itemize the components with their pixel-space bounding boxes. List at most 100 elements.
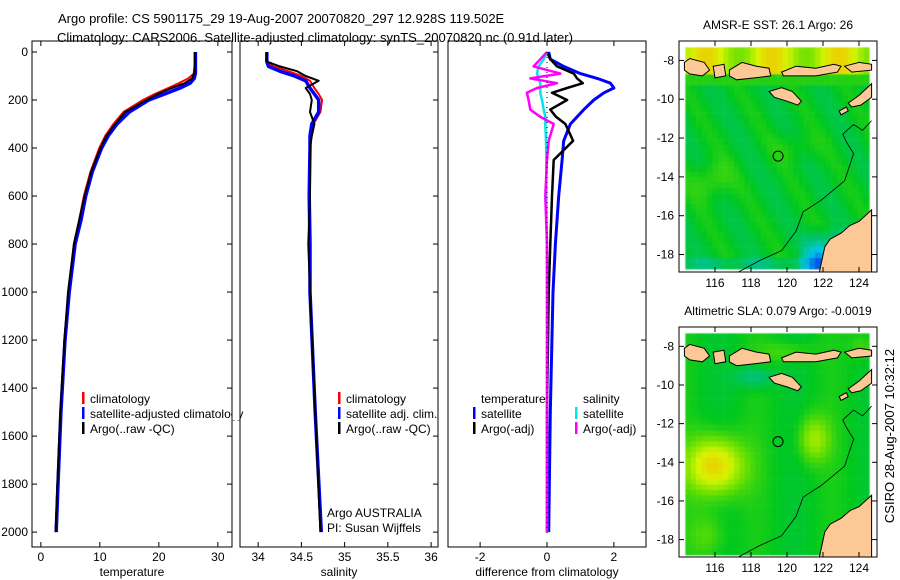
land-polygon (728, 61, 772, 81)
land-polygon (847, 368, 873, 394)
map-title: AMSR-E SST: 26.1 Argo: 26 (703, 18, 853, 32)
series-line-temperature-satellite (547, 51, 616, 533)
x-tick-label: 0 (38, 550, 45, 564)
land-polygon (838, 106, 849, 116)
x-tick-label: 30 (211, 550, 225, 564)
x-tick-label: 36 (424, 550, 438, 564)
legend-marker (82, 407, 85, 419)
y-tick-label: -12 (657, 131, 675, 145)
land-polygon (818, 494, 873, 558)
series-line-temperature-argo-adj- (545, 51, 585, 533)
y-tick-label: 1200 (1, 333, 28, 347)
land-polygon (847, 82, 873, 108)
x-tick-label: 118 (741, 561, 760, 575)
legend-label: Argo(-adj) (481, 422, 534, 436)
x-tick-label: 122 (813, 561, 833, 575)
x-tick-label: 35 (338, 550, 352, 564)
y-tick-label: 1800 (1, 477, 28, 491)
x-tick-label: 124 (849, 561, 869, 575)
temperature-profile: 0 10 20 30 temperature 0 200 400 600 800 1000 1200 1… (1, 40, 243, 579)
y-tick-label: -10 (657, 92, 675, 106)
figure-title-line1: Argo profile: CS 5901175_29 19-Aug-2007 … (58, 11, 505, 26)
x-tick-label: -2 (475, 550, 486, 564)
legend-label: satellite (583, 407, 624, 421)
legend-marker (338, 422, 341, 434)
series-line-salinity-satellite (535, 51, 549, 533)
legend-marker (82, 392, 85, 404)
y-tick-label: -16 (657, 494, 675, 508)
land-polygon (843, 61, 873, 73)
y-tick-label: -14 (657, 455, 675, 469)
y-tick-label: -8 (663, 339, 674, 353)
y-tick-label: 400 (8, 141, 28, 155)
legend-label: Argo(-adj) (583, 422, 636, 436)
y-tick-label: -16 (657, 209, 675, 223)
land-polygon (838, 392, 849, 402)
map-frame (678, 40, 878, 273)
legend-clip-mask (232, 400, 240, 420)
land-polygon (728, 347, 772, 367)
land-polygon (818, 208, 873, 273)
land-polygon (683, 57, 711, 77)
legend-marker (82, 422, 85, 434)
x-tick-label: 124 (849, 276, 869, 290)
legend-marker (473, 422, 476, 434)
bathymetry-contour (738, 120, 872, 273)
bathymetry-contour (738, 405, 872, 558)
legend-label: satellite adj. clim. (346, 407, 437, 421)
x-axis-label: difference from climatology (475, 565, 618, 579)
land-polygon (683, 343, 711, 363)
legend-label: satellite (481, 407, 522, 421)
series-line-satellite-adjusted-climatology (54, 52, 198, 533)
legend-label: satellite-adjusted climatology (90, 407, 243, 421)
map-frame (678, 326, 878, 558)
legend-label: climatology (90, 392, 150, 406)
profile-location-marker (772, 436, 784, 448)
legend-label: Argo(..raw -QC) (346, 422, 431, 436)
y-tick-label: 0 (21, 45, 28, 59)
y-tick-label: -14 (657, 170, 675, 184)
x-tick-label: 122 (813, 276, 833, 290)
x-tick-label: 116 (705, 276, 724, 290)
x-tick-label: 35.5 (376, 550, 400, 564)
salinity-profile: 34 34.5 35 35.5 36 salinity climatologysatelli… (239, 40, 439, 579)
land-polygon (712, 63, 727, 79)
series-line-salinity-argo-adj- (525, 51, 562, 533)
land-polygon (768, 87, 803, 106)
series-line-argo-raw-qc- (54, 52, 196, 533)
legend-marker (338, 407, 341, 419)
y-tick-label: -12 (657, 417, 675, 431)
sst-map-axes: AMSR-E SST: 26.1 Argo: 26 116 118 120 122 124… (657, 18, 878, 290)
land-polygon (843, 347, 873, 359)
y-tick-label: -10 (657, 378, 675, 392)
legend-label: climatology (346, 392, 406, 406)
legend-marker (575, 422, 578, 434)
legend-marker (338, 392, 341, 404)
legend-label: Argo(..raw -QC) (90, 422, 175, 436)
legend-header: salinity (583, 392, 620, 406)
y-tick-label: 800 (8, 237, 28, 251)
y-tick-label: 1600 (1, 429, 28, 443)
x-tick-label: 34.5 (290, 550, 314, 564)
legend-marker (473, 407, 476, 419)
y-tick-label: 1000 (1, 285, 28, 299)
x-tick-label: 120 (777, 561, 797, 575)
x-tick-label: 2 (611, 550, 618, 564)
x-axis-label: temperature (100, 565, 165, 579)
series-line-climatology (54, 52, 196, 533)
profile-location-marker (772, 150, 784, 162)
y-tick-label: 200 (8, 93, 28, 107)
x-tick-label: 118 (741, 276, 760, 290)
x-axis-label: salinity (321, 565, 358, 579)
annotation-text: Argo AUSTRALIA (327, 506, 422, 520)
plot-frame (31, 40, 233, 548)
sla-map-axes: Altimetric SLA: 0.079 Argo: -0.0019 116 11… (657, 304, 878, 575)
x-tick-label: 0 (544, 550, 551, 564)
land-polygon (712, 349, 727, 365)
plot-frame (239, 40, 439, 548)
land-polygon (768, 372, 803, 392)
x-tick-label: 20 (152, 550, 166, 564)
x-tick-label: 34 (251, 550, 265, 564)
